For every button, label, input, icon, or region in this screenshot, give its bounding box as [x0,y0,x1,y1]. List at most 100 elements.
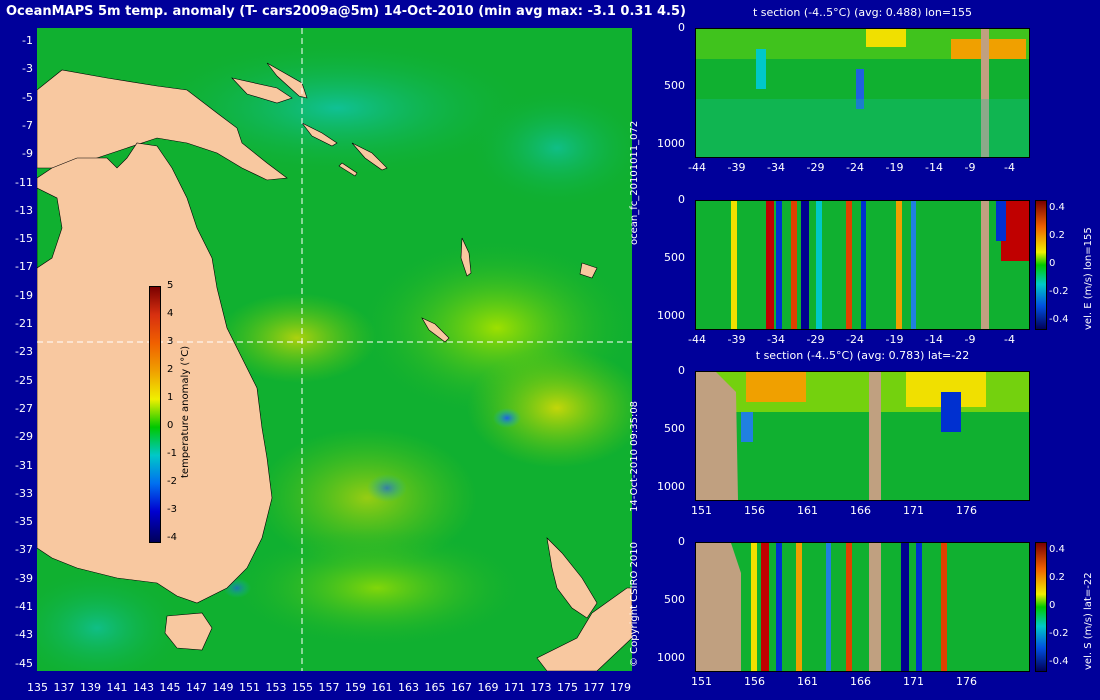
tasmania [164,612,213,651]
map-plot[interactable]: 5 4 3 2 1 0 -1 -2 -3 -4 temperature anomaly (°C) [7,28,647,688]
p2-cbar-tick: 0 [1049,258,1056,269]
lon-tick-label: 173 [530,681,552,694]
colorbar-tick-label: 5 [167,280,174,291]
colorbar-tick-label: -3 [167,504,177,515]
lon-tick-label: 135 [27,681,48,694]
p3-x-tick: 171 [903,504,924,517]
p2-cbar-tick: 0.4 [1049,202,1065,213]
lat-tick-label: -25 [15,373,33,387]
solomon-islands [301,122,338,147]
lon-tick-label: 175 [557,681,578,694]
panel4-plot[interactable] [695,542,1030,672]
lat-tick-label: -7 [22,118,33,132]
colorbar-tick-label: -1 [167,448,177,459]
p2-x-tick: -19 [885,333,904,346]
lat-tick-label: -37 [15,543,33,557]
p2-x-tick: -34 [767,333,785,346]
p2-x-tick: -24 [846,333,864,346]
lat-tick-label: -17 [15,260,33,274]
lat-tick-label: -29 [15,430,33,444]
p4-x-tick: 176 [956,675,977,688]
lat-tick-label: -1 [22,34,33,47]
lon-tick-label: 165 [424,681,446,694]
p1-x-tick: -39 [727,161,746,174]
p4-x-tick: 161 [797,675,818,688]
panel4-cbar-label: vel. S (m/s) lat=-22 [1083,572,1094,670]
panel3-plot[interactable] [695,371,1030,501]
p4-cbar-tick: -0.4 [1049,656,1069,667]
p4-y-tick: 1000 [657,651,685,664]
lat-tick-label: -15 [15,232,33,246]
lon-tick-label: 171 [504,681,525,694]
p1-y-tick: 500 [664,79,685,92]
p3-x-tick: 166 [850,504,871,517]
p2-cbar-tick: 0.2 [1049,230,1065,241]
lat-tick-label: -27 [15,401,33,415]
panel1-plot[interactable] [695,28,1030,158]
lat-tick-label: -11 [15,175,33,189]
p3-x-tick: 151 [691,504,712,517]
panel1-title: t section (-4..5°C) (avg: 0.488) lon=155 [752,6,973,19]
lon-tick-label: 161 [371,681,393,694]
lon-tick-label: 149 [212,681,234,694]
p4-cbar-tick: 0.2 [1049,572,1065,583]
panel3-field [696,372,1029,500]
lat-tick-label: -45 [15,656,33,670]
colorbar-tick-label: 4 [167,308,174,319]
lon-tick-label: 139 [80,681,101,694]
p2-x-tick: -29 [806,333,825,346]
p1-x-tick: -34 [767,161,785,174]
p1-x-tick: -24 [846,161,864,174]
lon-tick-label: 151 [239,681,260,694]
lat-tick-label: -5 [22,90,33,104]
lat-tick-label: -13 [15,203,33,217]
colorbar-tick-label: 3 [167,336,174,347]
lat-tick-label: -3 [22,62,33,76]
lon-tick-label: 141 [106,681,128,694]
lat-tick-label: -21 [15,317,33,330]
lon-tick-label: 177 [583,681,605,694]
lon-tick-label: 145 [159,681,181,694]
colorbar-tick-label: 0 [167,420,174,431]
new-zealand-north [546,537,598,619]
lat-tick-label: -35 [15,515,33,529]
lon-tick-label: 179 [610,681,631,694]
panel2-plot[interactable] [695,200,1030,330]
lon-tick-label: 155 [292,681,313,694]
p1-x-tick: -19 [885,161,904,174]
lon-tick-label: 137 [53,681,75,694]
p4-x-tick: 166 [850,675,871,688]
panel4-field [696,543,1029,671]
lat-tick-label: -31 [15,458,33,472]
p2-y-tick: 0 [678,193,685,206]
p2-y-tick: 1000 [657,309,685,322]
vanuatu [460,237,472,277]
colorbar-tick-label: 1 [167,392,174,403]
lon-tick-label: 157 [318,681,340,694]
p2-x-tick: -9 [964,333,976,346]
panel2-colorbar [1035,200,1047,330]
p3-x-tick: 176 [956,504,977,517]
map-canvas [7,28,647,688]
lat-tick-label: -19 [15,288,33,302]
p1-x-tick: -44 [688,161,706,174]
p4-y-tick: 500 [664,593,685,606]
lon-tick-label: 167 [451,681,472,694]
panel1-field [696,29,1029,157]
panel3-title: t section (-4..5°C) (avg: 0.783) lat=-22 [755,349,970,362]
p1-y-tick: 1000 [657,137,685,150]
lon-tick-label: 163 [398,681,419,694]
p2-cbar-tick: -0.4 [1049,314,1069,325]
p3-y-tick: 0 [678,364,685,377]
new-ireland [266,62,308,99]
colorbar-tick-label: -4 [167,532,177,543]
lat-tick-label: -43 [15,628,33,642]
panel2-field [696,201,1029,329]
panel4-colorbar [1035,542,1047,672]
p2-y-tick: 500 [664,251,685,264]
page-title: OceanMAPS 5m temp. anomaly (T- cars2009a… [6,4,686,19]
lon-tick-label: 153 [265,681,287,694]
p1-x-tick: -4 [1004,161,1015,174]
p1-y-tick: 0 [678,21,685,34]
gulf-of-carpentaria [36,187,63,269]
